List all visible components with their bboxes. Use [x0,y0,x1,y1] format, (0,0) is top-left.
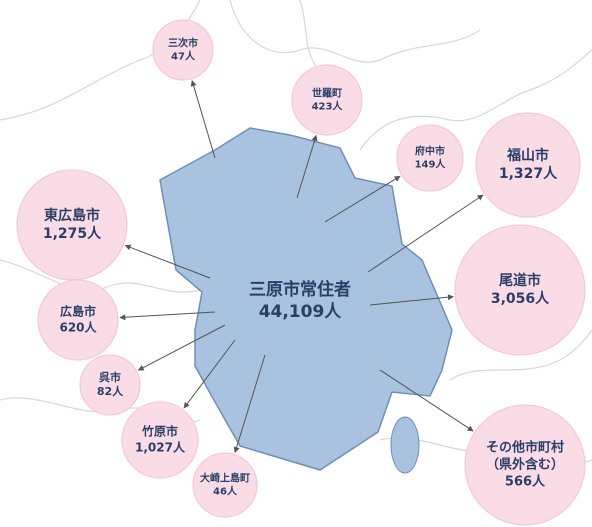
destination-count: 1,275人 [43,225,102,242]
destination-circle [464,404,586,526]
destination-count: 1,327人 [499,165,558,182]
flow-arrow [367,194,484,273]
destination-circle [192,452,258,518]
destination-name: 府中市 [415,145,445,158]
flow-arrow [369,294,454,306]
destination-circle [454,224,586,356]
flow-arrow [296,134,318,199]
destination-name: 東広島市 [44,207,100,224]
destination-count: 149人 [415,158,447,171]
center-name: 三原市常住者 [249,279,351,300]
destination-circle [79,354,141,416]
destination-name: 世羅町 [312,87,342,100]
destination-circle [396,124,464,192]
destination-name: 三次市 [168,37,198,50]
destination-circle [152,19,214,81]
destination-circle [475,112,581,218]
destination-name: 広島市 [60,304,96,319]
destination-count: 620人 [59,319,97,334]
flow-arrow [183,339,236,409]
destination-circle [291,64,363,136]
destination-count: 1,027人 [135,439,186,454]
island [390,416,420,474]
mihara-area [159,127,453,471]
destination-count: 46人 [213,485,238,498]
flow-arrow [190,80,216,159]
destination-count: 423人 [312,100,344,113]
destination-circle [16,169,128,281]
destination-count: 82人 [97,384,124,398]
flow-arrow [379,369,474,432]
destination-name: 呉市 [99,370,121,384]
destination-circle [37,279,119,361]
flow-arrow [324,175,401,223]
destination-name: その他市町村 [486,440,564,456]
destination-name: 福山市 [506,147,549,164]
destination-name: 竹原市 [141,424,178,439]
destination-count: 566人 [505,473,546,489]
destination-name: （県外含む） [486,457,564,473]
center-count: 44,109人 [259,302,343,322]
destination-name: 大崎上島町 [200,472,250,485]
destination-count: 3,056人 [491,290,550,307]
destination-circle [121,401,199,479]
flow-arrow [124,244,211,279]
destination-name: 尾道市 [499,272,541,289]
flow-arrow [137,324,226,371]
flow-arrow [233,354,266,454]
flow-arrow [119,311,216,321]
destination-count: 47人 [171,50,196,63]
